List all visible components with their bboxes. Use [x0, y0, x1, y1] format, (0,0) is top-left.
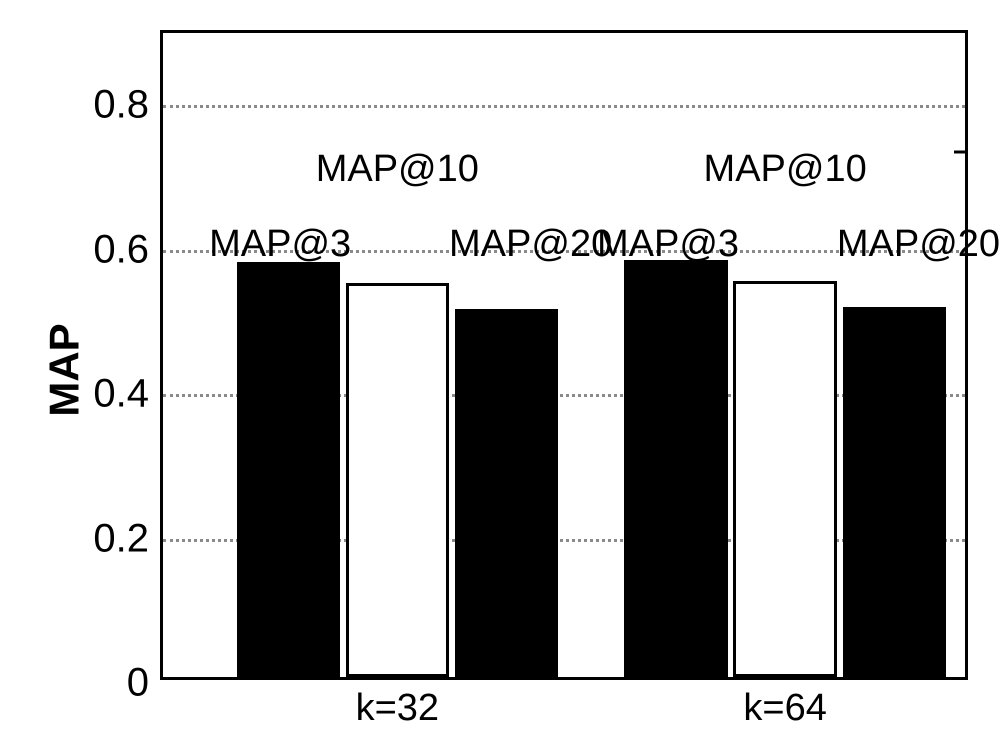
- bar-label: MAP@3: [597, 223, 739, 266]
- y-tick-label: 0.2: [93, 516, 149, 561]
- y-tick-label: 0.4: [93, 372, 149, 417]
- y-axis-label: MAP: [41, 323, 89, 416]
- right-axis-tick: [954, 151, 968, 154]
- bar: [843, 307, 946, 677]
- bar: [733, 281, 836, 677]
- x-tick-label: k=32: [356, 687, 439, 730]
- x-tick-label: k=64: [743, 687, 826, 730]
- bar-label: MAP@3: [209, 223, 351, 266]
- bar: [346, 283, 449, 677]
- y-tick-label: 0: [127, 661, 149, 706]
- bar-label: MAP@20: [837, 223, 1000, 266]
- bar: [624, 260, 727, 677]
- y-tick-label: 0.8: [93, 83, 149, 128]
- bar-label: MAP@10: [704, 148, 867, 191]
- y-tick-label: 0.6: [93, 227, 149, 272]
- bar-label: MAP@20: [449, 223, 612, 266]
- bar: [237, 262, 340, 677]
- grid-line: [163, 105, 965, 108]
- bar-label: MAP@10: [316, 148, 479, 191]
- bar: [455, 309, 558, 677]
- plot-area: 00.20.40.60.8k=32k=64MAP@3MAP@10MAP@20MA…: [160, 30, 968, 680]
- map-bar-chart: MAP 0 0.2 0.4 0.6 0.8 k=32 k=64 MAP@3 MAP@10 MAP@…: [0, 0, 1000, 740]
